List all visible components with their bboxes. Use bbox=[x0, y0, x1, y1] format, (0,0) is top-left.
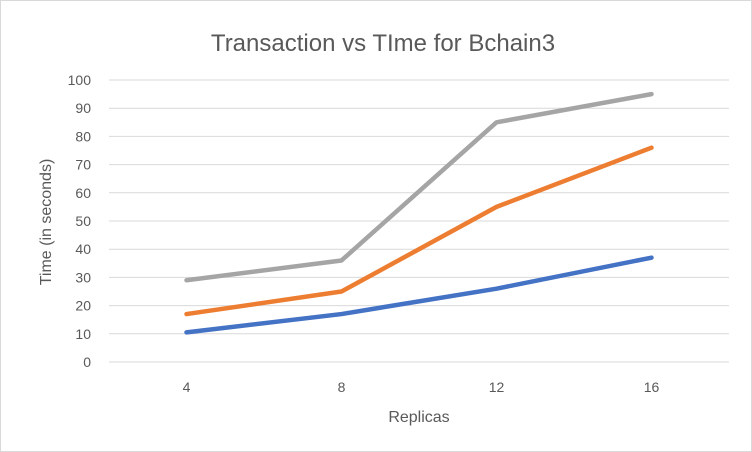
y-tick-label: 40 bbox=[75, 241, 91, 257]
y-tick-label: 60 bbox=[75, 185, 91, 201]
series-line-3 bbox=[184, 91, 654, 283]
y-tick-label: 30 bbox=[75, 269, 91, 285]
chart-title: Transaction vs TIme for Bchain3 bbox=[211, 30, 555, 57]
x-tick-label: 16 bbox=[644, 379, 660, 395]
series-line-2 bbox=[184, 145, 654, 317]
y-axis-title: Time (in seconds) bbox=[38, 159, 55, 286]
y-tick-label: 0 bbox=[83, 354, 91, 370]
gridlines bbox=[109, 79, 729, 335]
x-tick-label: 8 bbox=[338, 379, 346, 395]
y-tick-label: 10 bbox=[75, 326, 91, 342]
x-tick-label: 12 bbox=[489, 379, 505, 395]
series-lines bbox=[184, 91, 654, 335]
x-axis-title: Replicas bbox=[388, 409, 449, 426]
y-tick-label: 50 bbox=[75, 213, 91, 229]
x-tick-label: 4 bbox=[183, 379, 191, 395]
series-line-1 bbox=[184, 255, 654, 335]
y-tick-label: 90 bbox=[75, 100, 91, 116]
y-tick-label: 20 bbox=[75, 298, 91, 314]
y-tick-label: 80 bbox=[75, 128, 91, 144]
y-axis-ticks: 0 10 20 30 40 50 60 70 80 90 100 bbox=[68, 72, 92, 370]
y-tick-label: 100 bbox=[68, 72, 92, 88]
y-tick-label: 70 bbox=[75, 157, 91, 173]
x-axis-ticks: 4 8 12 16 bbox=[183, 379, 660, 395]
